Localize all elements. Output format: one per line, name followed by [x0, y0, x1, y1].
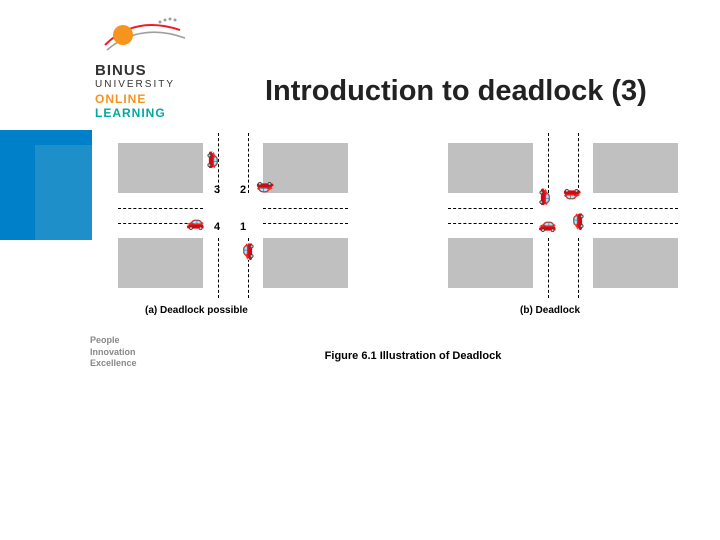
car-label: 1 — [240, 221, 246, 233]
logo-sub: UNIVERSITY — [95, 79, 210, 90]
car-label: 3 — [214, 184, 220, 196]
lane-dash — [248, 133, 249, 193]
car-icon: 🚗 — [538, 188, 556, 207]
block — [593, 143, 678, 193]
figure-title: Figure 6.1 Illustration of Deadlock — [118, 350, 708, 362]
tagline-l1: People — [90, 335, 137, 347]
car-label: 2 — [240, 184, 246, 196]
car-icon: 🚗 — [563, 188, 582, 206]
logo-brand: BINUS — [95, 62, 210, 79]
caption-a: (a) Deadlock possible — [145, 305, 248, 316]
lane-dash — [548, 133, 549, 193]
logo-swoosh-icon — [95, 10, 195, 60]
caption-b: (b) Deadlock — [520, 305, 580, 316]
lane-dash — [263, 208, 348, 209]
block — [448, 238, 533, 288]
car-icon: 🚗 — [256, 181, 275, 199]
lane-dash — [263, 223, 348, 224]
block — [593, 238, 678, 288]
intersection-b: 🚗 🚗 🚗 🚗 — [448, 143, 678, 288]
intersection-a: 🚗 🚗 🚗 🚗 3 2 4 1 — [118, 143, 348, 288]
block — [263, 143, 348, 193]
lane-dash — [548, 238, 549, 298]
block — [118, 143, 203, 193]
lane-dash — [593, 223, 678, 224]
side-accent-2 — [35, 145, 92, 240]
block — [448, 143, 533, 193]
lane-dash — [118, 208, 203, 209]
car-icon: 🚗 — [566, 213, 584, 232]
block — [118, 238, 203, 288]
lane-dash — [218, 238, 219, 298]
lane-dash — [448, 223, 533, 224]
lane-dash — [578, 238, 579, 298]
logo-online: ONLINE — [95, 92, 210, 106]
lane-dash — [578, 133, 579, 193]
car-label: 4 — [214, 221, 220, 233]
logo-learning: LEARNING — [95, 106, 210, 120]
brand-logo: BINUS UNIVERSITY ONLINE LEARNING — [95, 10, 210, 120]
car-icon: 🚗 — [236, 243, 254, 262]
lane-dash — [448, 208, 533, 209]
car-icon: 🚗 — [206, 151, 224, 170]
car-icon: 🚗 — [186, 213, 205, 231]
slide-title: Introduction to deadlock (3) — [265, 75, 647, 108]
lane-dash — [593, 208, 678, 209]
block — [263, 238, 348, 288]
car-icon: 🚗 — [538, 215, 557, 233]
